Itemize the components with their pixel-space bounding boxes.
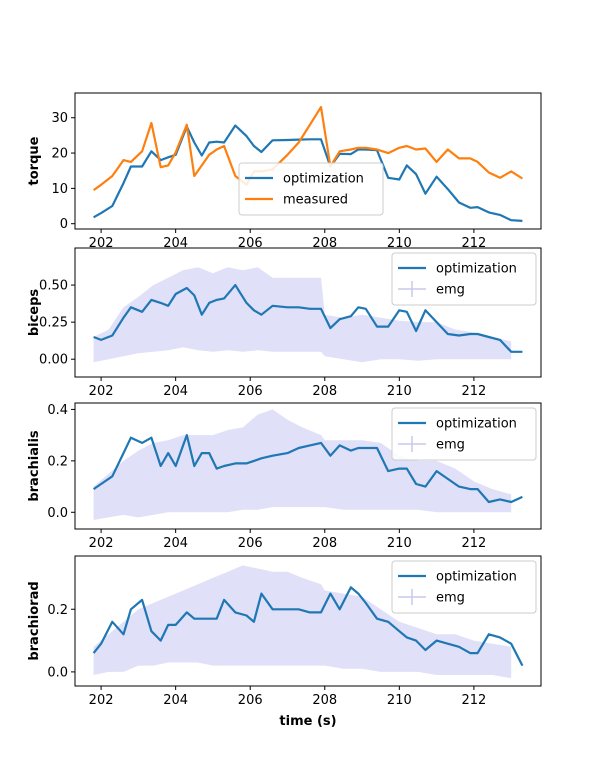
y-tick-label: 0.25 bbox=[39, 316, 68, 331]
y-tick-label: 0 bbox=[60, 217, 68, 232]
legend-box bbox=[391, 560, 537, 614]
y-axis-label: biceps bbox=[27, 289, 42, 337]
x-tick-label: 204 bbox=[163, 236, 188, 251]
x-tick-label: 212 bbox=[461, 384, 486, 399]
axes-frame bbox=[74, 247, 542, 378]
legend-label: optimization bbox=[283, 172, 364, 187]
x-tick-label: 206 bbox=[238, 536, 263, 551]
legend-label: optimization bbox=[436, 262, 517, 277]
series-line-optimization bbox=[92, 586, 524, 667]
x-tick-label: 212 bbox=[461, 236, 486, 251]
panel-biceps: 0.00 0.25 0.50 202 204 206 208 210 212 biceps opti… bbox=[27, 247, 542, 399]
legend-label: emg bbox=[436, 283, 465, 298]
y-tick-label: 30 bbox=[51, 111, 68, 126]
x-tick-label: 202 bbox=[89, 536, 114, 551]
x-tick-label: 202 bbox=[89, 693, 114, 708]
legend-label: optimization bbox=[436, 570, 517, 585]
x-tick-label: 208 bbox=[312, 236, 337, 251]
x-tick-label: 206 bbox=[238, 693, 263, 708]
x-tick-label: 212 bbox=[461, 536, 486, 551]
series-line-optimization bbox=[93, 124, 523, 222]
x-tick-label: 204 bbox=[163, 384, 188, 399]
legend: optimization emg bbox=[391, 252, 537, 306]
x-tick-label: 210 bbox=[387, 693, 412, 708]
y-axis-label: torque bbox=[27, 136, 42, 185]
panel-brachiorad: 0.0 0.2 202 204 206 208 210 212 brachiorad optimi… bbox=[27, 555, 542, 729]
legend-label: optimization bbox=[436, 417, 517, 432]
x-tick-label: 206 bbox=[238, 384, 263, 399]
series-line-optimization bbox=[93, 284, 523, 353]
legend-box bbox=[391, 252, 537, 306]
y-tick-label: 0.2 bbox=[47, 454, 68, 469]
emg-band bbox=[93, 565, 512, 679]
legend-label: emg bbox=[436, 591, 465, 606]
axes-frame bbox=[74, 92, 542, 230]
x-axis-label: time (s) bbox=[279, 714, 336, 729]
panel-torque: 0 10 20 30 202 204 206 208 210 212 torque optimizat… bbox=[27, 92, 542, 251]
x-tick-label: 210 bbox=[387, 384, 412, 399]
series-line-measured bbox=[92, 105, 523, 191]
x-tick-label: 202 bbox=[89, 236, 114, 251]
x-tick-label: 210 bbox=[387, 536, 412, 551]
y-axis-label: brachiorad bbox=[27, 581, 42, 660]
emg-band bbox=[93, 267, 512, 363]
y-tick-label: 0.0 bbox=[47, 665, 68, 680]
y-tick-label: 0.50 bbox=[39, 279, 68, 294]
x-tick-label: 208 bbox=[312, 384, 337, 399]
legend-box bbox=[391, 407, 537, 461]
emg-band bbox=[93, 409, 512, 520]
y-tick-label: 0.0 bbox=[47, 506, 68, 521]
y-tick-label: 10 bbox=[51, 182, 68, 197]
panel-brachialis: 0.0 0.2 0.4 202 204 206 208 210 212 brachialis opt… bbox=[27, 402, 542, 551]
x-tick-label: 208 bbox=[312, 693, 337, 708]
axes-frame bbox=[74, 555, 542, 687]
x-tick-label: 204 bbox=[163, 693, 188, 708]
legend-box bbox=[238, 162, 384, 216]
axes-frame bbox=[74, 402, 542, 530]
y-tick-label: 0.2 bbox=[47, 603, 68, 618]
legend: optimization emg bbox=[391, 560, 537, 614]
y-tick-label: 20 bbox=[51, 147, 68, 162]
x-tick-label: 204 bbox=[163, 536, 188, 551]
x-tick-label: 212 bbox=[461, 693, 486, 708]
y-tick-label: 0.00 bbox=[39, 353, 68, 368]
y-tick-label: 0.4 bbox=[47, 403, 68, 418]
x-tick-label: 208 bbox=[312, 536, 337, 551]
x-tick-label: 202 bbox=[89, 384, 114, 399]
legend: optimization emg bbox=[391, 407, 537, 461]
legend: optimization measured bbox=[238, 162, 384, 216]
y-axis-label: brachialis bbox=[27, 430, 42, 502]
legend-label: emg bbox=[436, 438, 465, 453]
legend-label: measured bbox=[283, 193, 348, 208]
x-tick-label: 210 bbox=[387, 236, 412, 251]
series-line-optimization bbox=[92, 434, 523, 504]
x-tick-label: 206 bbox=[238, 236, 263, 251]
